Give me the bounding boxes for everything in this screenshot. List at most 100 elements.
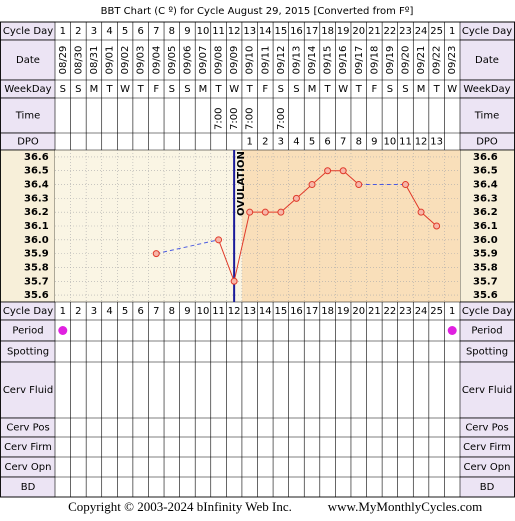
time-label: 7:00 xyxy=(229,108,240,130)
row-label: Cerv Firm xyxy=(463,442,511,453)
label-cell xyxy=(0,361,56,419)
date-label: 08/31 xyxy=(89,46,100,75)
cycle-day-number: 14 xyxy=(259,306,272,317)
y-tick-label: 36.4 xyxy=(24,180,49,191)
row-label: Spotting xyxy=(466,347,508,358)
cycle-day-number: 17 xyxy=(306,26,319,37)
y-tick-label: 36.2 xyxy=(473,207,498,218)
dpo-number: 1 xyxy=(247,137,253,148)
weekday: M xyxy=(199,84,208,95)
temperature-point xyxy=(355,181,363,189)
dpo-number: 5 xyxy=(309,137,315,148)
cycle-day-number: 1 xyxy=(60,26,66,37)
time-label: 7:00 xyxy=(245,108,256,130)
cycle-day-number: 4 xyxy=(106,26,112,37)
row-label: Cerv Opn xyxy=(5,462,52,473)
row-label: Cerv Pos xyxy=(6,423,49,434)
date-label: 09/10 xyxy=(245,46,256,75)
cycle-day-number: 12 xyxy=(228,26,241,37)
row-label: Cerv Fluid xyxy=(3,385,53,396)
date-label: 09/03 xyxy=(136,46,147,75)
row-label: Period xyxy=(471,326,502,337)
cycle-day-number: 1 xyxy=(449,26,455,37)
date-label: 09/13 xyxy=(291,46,302,75)
y-tick-label: 36.5 xyxy=(473,166,498,177)
row-label: BD xyxy=(21,482,36,493)
cycle-day-number: 3 xyxy=(91,306,97,317)
row-label: WeekDay xyxy=(463,84,510,95)
date-label: 09/19 xyxy=(385,46,396,75)
dpo-number: 10 xyxy=(384,137,397,148)
dpo-number: 7 xyxy=(340,137,346,148)
weekday: W xyxy=(338,84,348,95)
weekday: S xyxy=(75,84,81,95)
date-label: 09/06 xyxy=(182,46,193,75)
cycle-day-number: 8 xyxy=(169,306,175,317)
y-tick-label: 35.8 xyxy=(24,262,49,273)
weekday: S xyxy=(278,84,284,95)
y-tick-label: 36.4 xyxy=(473,180,498,191)
weekday: S xyxy=(184,84,190,95)
gap-connector xyxy=(156,239,219,255)
row-label: Cerv Fluid xyxy=(462,385,512,396)
cycle-day-number: 15 xyxy=(274,306,287,317)
cycle-day-number: 13 xyxy=(243,306,256,317)
row-label: Cerv Opn xyxy=(464,462,511,473)
cycle-day-number: 20 xyxy=(352,306,365,317)
weekday: S xyxy=(169,84,175,95)
weekday: T xyxy=(105,84,113,95)
dpo-number: 9 xyxy=(371,137,377,148)
row-label: Spotting xyxy=(7,347,49,358)
cycle-day-number: 15 xyxy=(274,26,287,37)
cycle-day-number: 17 xyxy=(306,306,319,317)
y-tick-label: 35.9 xyxy=(24,249,49,260)
cycle-day-number: 6 xyxy=(137,306,143,317)
row-label: Cerv Firm xyxy=(4,442,52,453)
cycle-day-number: 18 xyxy=(321,26,334,37)
cycle-day-number: 19 xyxy=(337,26,350,37)
cycle-day-number: 23 xyxy=(399,306,412,317)
row-label: WeekDay xyxy=(4,84,51,95)
cycle-day-number: 22 xyxy=(384,26,397,37)
period-dot xyxy=(447,326,457,335)
cycle-day-number: 25 xyxy=(430,306,443,317)
temperature-point xyxy=(433,222,441,230)
row-label: BD xyxy=(480,482,495,493)
weekday: T xyxy=(215,84,223,95)
row-label: Cycle Day xyxy=(462,306,512,317)
cycle-day-number: 4 xyxy=(106,306,112,317)
temperature-point xyxy=(339,167,347,175)
date-label: 09/04 xyxy=(151,46,162,75)
temperature-line xyxy=(218,170,360,284)
date-label: 08/29 xyxy=(58,46,69,75)
row-label: Time xyxy=(15,111,40,122)
dpo-number: 6 xyxy=(324,137,330,148)
date-label: 09/05 xyxy=(167,46,178,75)
temperature-point xyxy=(215,236,223,244)
cycle-day-number: 18 xyxy=(321,306,334,317)
cycle-day-number: 16 xyxy=(290,306,303,317)
cycle-day-number: 21 xyxy=(368,306,381,317)
y-tick-label: 35.7 xyxy=(24,276,49,287)
cycle-day-number: 13 xyxy=(243,26,256,37)
row-label: Date xyxy=(475,55,499,66)
cycle-day-number: 9 xyxy=(184,26,190,37)
temperature-point xyxy=(417,208,425,216)
row-label: Cycle Day xyxy=(462,26,512,37)
cycle-day-number: 25 xyxy=(430,26,443,37)
label-cell xyxy=(459,149,515,303)
y-tick-label: 36.5 xyxy=(24,166,49,177)
row-label: DPO xyxy=(476,137,498,148)
dpo-number: 13 xyxy=(430,137,443,148)
cycle-day-number: 16 xyxy=(290,26,303,37)
temperature-point xyxy=(292,194,300,202)
row-label: Period xyxy=(12,326,43,337)
weekday: T xyxy=(355,84,363,95)
time-label: 7:00 xyxy=(276,108,287,130)
cycle-day-number: 7 xyxy=(153,306,159,317)
cycle-day-number: 2 xyxy=(75,306,81,317)
date-label: 09/09 xyxy=(229,46,240,75)
cycle-day-number: 21 xyxy=(368,26,381,37)
temperature-point xyxy=(324,167,332,175)
